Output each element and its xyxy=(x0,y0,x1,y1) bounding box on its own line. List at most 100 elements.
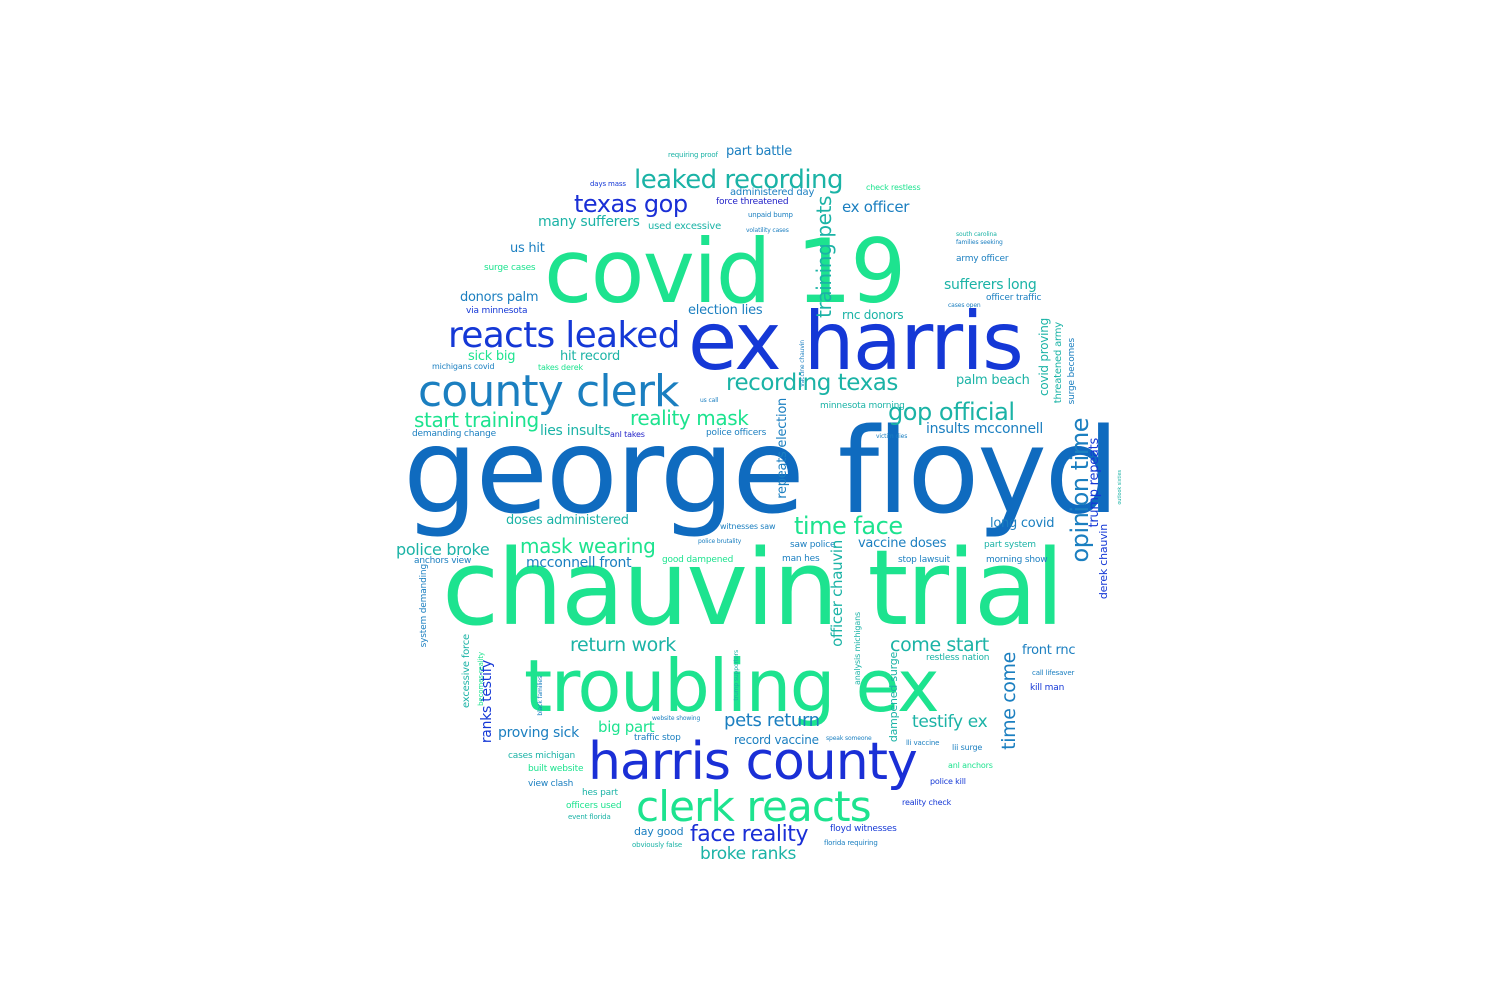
word-kill-man: kill man xyxy=(1030,683,1065,693)
word-reality-mask: reality mask xyxy=(630,406,749,430)
word-broke-ranks: broke ranks xyxy=(700,844,797,864)
word-man-hes: man hes xyxy=(782,554,820,564)
word-lies-insults: lies insults xyxy=(540,423,611,439)
word-county-clerk: county clerk xyxy=(418,366,680,417)
word-sufferers-long: sufferers long xyxy=(944,277,1037,293)
word-officers-used: officers used xyxy=(566,801,622,811)
word-training-pets: training pets xyxy=(812,196,836,318)
word-ex-harris: ex harris xyxy=(688,295,1024,388)
word-repeats-election: repeats election xyxy=(775,398,790,499)
word-south-carolina: south carolina xyxy=(956,231,997,238)
word-covid-proving: covid proving xyxy=(1037,318,1051,396)
word-event-florida: event florida xyxy=(568,813,611,821)
word-hes-part: hes part xyxy=(582,788,618,798)
word-demanding-change: demanding change xyxy=(412,429,496,439)
word-officer-traffic: officer traffic xyxy=(986,293,1042,303)
word-system-demanding: system demanding xyxy=(419,564,429,648)
word-witnesses-saw: witnesses saw xyxy=(720,522,776,531)
word-surge-cases: surge cases xyxy=(484,263,536,273)
word-troubling-ex: troubling ex xyxy=(524,644,940,728)
word-becomes-reality: becomes reality xyxy=(477,652,485,706)
word-threatened-army: threatened army xyxy=(1053,322,1064,404)
word-takes-derek: takes derek xyxy=(538,363,583,372)
word-big-part: big part xyxy=(598,718,655,736)
word-call-lifesaver: call lifesaver xyxy=(1032,669,1075,677)
word-time-come: time come xyxy=(998,652,1020,750)
word-police-brutality: police brutality xyxy=(698,538,742,545)
word-traffic-stop: traffic stop xyxy=(634,733,681,743)
word-texas-gop: texas gop xyxy=(574,190,688,218)
word-clerk-reacts: clerk reacts xyxy=(636,782,872,831)
word-restless-nation: restless nation xyxy=(926,653,990,663)
word-proving-sick: proving sick xyxy=(498,725,579,741)
word-mask-wearing: mask wearing xyxy=(520,534,656,558)
word-rnc-donors: rnc donors xyxy=(842,308,904,322)
word-face-reality: face reality xyxy=(690,822,809,847)
word-minnesota-morning: minnesota morning xyxy=(820,401,905,411)
word-stop-lawsuit: stop lawsuit xyxy=(898,555,950,565)
word-black-families: black families xyxy=(537,676,544,716)
word-analysis-michigans: analysis michigans xyxy=(853,612,862,685)
word-us-call: us call xyxy=(700,397,719,404)
word-many-sufferers: many sufferers xyxy=(538,214,640,230)
word-return-work: return work xyxy=(570,634,676,656)
word-michigans-covid: michigans covid xyxy=(432,362,495,371)
word-trump-supporters: trump supporters xyxy=(733,650,740,701)
word-florida-requiring: florida requiring xyxy=(824,839,878,847)
word-force-threatened: force threatened xyxy=(716,197,789,207)
word-administered-day: administered day xyxy=(730,187,815,198)
word-obviously-false: obviously false xyxy=(632,841,683,849)
word-trump-repeats: trump repeats xyxy=(1087,438,1102,528)
word-harris-county: harris county xyxy=(588,732,918,792)
word-sick-big: sick big xyxy=(468,349,516,364)
word-start-training: start training xyxy=(414,408,539,432)
word-army-officer: army officer xyxy=(956,254,1009,264)
word-excessive-force: excessive force xyxy=(461,634,472,708)
word-time-face: time face xyxy=(794,512,903,540)
word-volatility-cases: volatility cases xyxy=(746,227,789,234)
word-george-floyd: george floyd xyxy=(403,402,1119,540)
word-doses-administered: doses administered xyxy=(506,513,629,528)
word-lii-surge: lii surge xyxy=(952,743,983,752)
word-check-restless: check restless xyxy=(866,183,921,192)
word-good-dampened: good dampened xyxy=(662,555,734,565)
word-ex-officer: ex officer xyxy=(842,198,910,216)
word-used-excessive: used excessive xyxy=(648,221,722,232)
word-dampened-surge: dampened surge xyxy=(887,652,900,743)
word-vaccine-chauvin: vaccine chauvin xyxy=(799,340,806,387)
word-day-good: day good xyxy=(634,825,684,838)
word-insults-mcconnell: insults mcconnell xyxy=(926,421,1044,437)
word-speak-someone: speak someone xyxy=(826,735,872,742)
word-vaccine-doses: vaccine doses xyxy=(858,536,947,551)
word-via-minnesota: via minnesota xyxy=(466,306,528,316)
word-palm-beach: palm beach xyxy=(956,373,1030,388)
word-floyd-witnesses: floyd witnesses xyxy=(830,824,897,834)
word-police-kill: police kill xyxy=(930,777,966,786)
word-donors-palm: donors palm xyxy=(460,290,539,305)
word-requiring-proof: requiring proof xyxy=(668,151,718,159)
word-reality-check: reality check xyxy=(902,798,952,807)
word-front-rnc: front rnc xyxy=(1022,643,1076,658)
word-police-broke: police broke xyxy=(396,540,490,559)
word-cases-michigan: cases michigan xyxy=(508,751,576,761)
word-mcconnell-front: mcconnell front xyxy=(526,555,632,571)
word-covid-19: covid 19 xyxy=(544,220,906,323)
word-anl-anchors: anl anchors xyxy=(948,761,993,770)
word-leaked-recording: leaked recording xyxy=(634,165,844,195)
word-pets-return: pets return xyxy=(724,710,820,731)
word-view-clash: view clash xyxy=(528,779,574,789)
word-part-system: part system xyxy=(984,540,1036,550)
word-election-lies: election lies xyxy=(688,303,763,318)
word-unpaid-bump: unpaid bump xyxy=(748,211,793,219)
word-built-website: built website xyxy=(528,764,584,774)
word-chauvin-trial: chauvin trial xyxy=(442,527,1064,649)
word-testify-ex: testify ex xyxy=(912,712,988,732)
word-record-vaccine: record vaccine xyxy=(734,733,819,747)
word-long-covid: long covid xyxy=(990,516,1055,531)
word-derek-chauvin: derek chauvin xyxy=(1097,524,1110,600)
word-police-officers: police officers xyxy=(706,428,767,438)
word-website-showing: website showing xyxy=(652,715,701,722)
word-part-battle: part battle xyxy=(726,144,792,159)
word-recording-texas: recording texas xyxy=(726,370,898,396)
